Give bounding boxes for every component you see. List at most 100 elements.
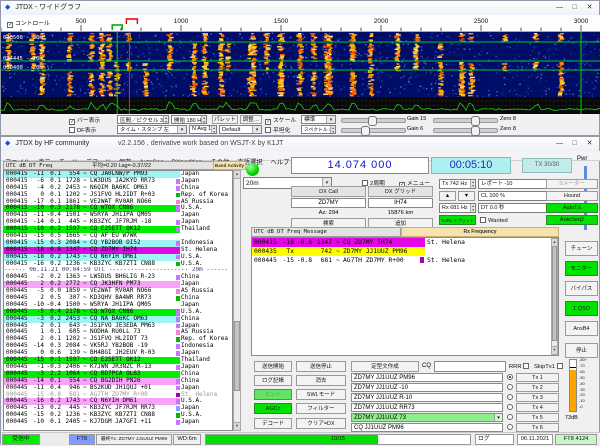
autoseq-button[interactable]: AutoSeq2 <box>546 215 598 225</box>
gain-slider-1[interactable] <box>341 118 406 123</box>
tx-button-4[interactable]: Tx 4 <box>516 403 559 412</box>
sub-button-5[interactable]: クリア=DX <box>296 418 346 429</box>
log-field[interactable]: ログ <box>475 434 514 445</box>
wanted-checkbox[interactable]: Wanted <box>480 217 508 225</box>
right-button-5[interactable]: AnsB4 <box>565 321 598 336</box>
minimize-icon[interactable]: — <box>552 1 567 14</box>
spectrum-spinner[interactable]: スペクトル 30 <box>301 125 336 134</box>
scroll-down-icon[interactable]: ▼ <box>552 346 557 354</box>
right-button-2[interactable]: モニター <box>565 261 598 276</box>
close-icon[interactable]: ✕ <box>582 137 597 150</box>
scrollbar-thumb[interactable] <box>552 246 557 341</box>
mid-button-2[interactable]: ログ記帳 <box>254 375 292 386</box>
mid-button-3[interactable]: ヒント <box>254 389 292 400</box>
navg-spinner[interactable]: N Avg 1 <box>189 125 217 134</box>
tx-radio-1[interactable] <box>507 374 513 380</box>
tx-message-5[interactable]: ▾ZD7MY JJ1UUZ 73 <box>351 413 503 422</box>
cq-freq-input[interactable] <box>434 361 506 372</box>
tx-radio-4[interactable] <box>507 404 513 410</box>
controls-checkbox[interactable]: コントロール <box>4 19 53 29</box>
tx-radio-5[interactable] <box>507 414 513 420</box>
maximize-icon[interactable]: □ <box>567 137 582 150</box>
right-button-6[interactable]: 停止 <box>565 343 598 358</box>
bar-display-checkbox[interactable]: バー表示 <box>69 117 100 125</box>
freq-up-button[interactable]: ▲ <box>439 191 456 201</box>
skiptx1-checkbox[interactable]: SkipTx1 <box>534 363 565 371</box>
adjust-button[interactable]: 調整… <box>240 115 262 124</box>
wide-graph-titlebar[interactable]: ◆ JTDX - ワイドグラフ —□✕ <box>1 1 599 16</box>
scale-checkbox[interactable]: スケール <box>265 117 296 125</box>
menu-ヘルプ[interactable]: ヘルプ <box>267 158 294 167</box>
dt-spinner[interactable]: DT 0.0 秒 <box>478 203 555 213</box>
palette-combo[interactable]: Default <box>219 125 262 134</box>
minimize-icon[interactable]: — <box>552 137 567 150</box>
sub-button-1[interactable]: 送信停止 <box>296 361 346 372</box>
spectrum-display[interactable] <box>1 97 600 114</box>
tx-button-2[interactable]: Tx 2 <box>516 383 559 392</box>
dx-grid-field[interactable]: IH74 <box>368 198 433 208</box>
right-button-4[interactable]: 1 QSO <box>565 301 598 316</box>
dial-frequency[interactable]: 14.074 000 <box>291 157 429 174</box>
tx-button-3[interactable]: Tx 3 <box>516 393 559 402</box>
tx-message-6[interactable]: CQ JJ1UUZ PM96 <box>351 423 503 432</box>
right-button-3[interactable]: バイパス <box>565 281 598 296</box>
scrollbar-thumb[interactable] <box>234 321 240 391</box>
smeter-button[interactable]: Sメーター <box>546 179 598 189</box>
tx-button-6[interactable]: Tx 6 <box>516 423 559 432</box>
hound-button[interactable]: Hound <box>546 191 598 201</box>
tx-radio-2[interactable] <box>507 384 513 390</box>
band-activity-scrollbar[interactable]: ▲ ▼ <box>233 170 241 431</box>
tx-radio-3[interactable] <box>507 394 513 400</box>
scroll-up-icon[interactable]: ▲ <box>234 171 240 179</box>
autotx-button[interactable]: AutoTX <box>546 203 598 213</box>
right-button-1[interactable]: チューン <box>565 241 598 256</box>
gain-slider-2[interactable] <box>341 128 406 133</box>
rx-freq-spinner[interactable]: Rx 681 Hz <box>439 203 476 213</box>
rx-frequency-scrollbar[interactable]: ▲ ▼ <box>551 238 558 355</box>
start-hz-spinner[interactable]: 開始 180 Hz <box>171 115 207 124</box>
sub-button-2[interactable]: 消去 <box>296 375 346 386</box>
sub-button-4[interactable]: フィルター <box>296 403 346 414</box>
tx-freq-spinner[interactable]: Tx 742 Hz <box>439 179 476 189</box>
df-display-checkbox[interactable]: DF表示 <box>69 127 96 135</box>
freq-down-button[interactable]: ▼ <box>458 191 475 201</box>
rrr-checkbox[interactable]: RRR <box>509 363 531 371</box>
mid-button-5[interactable]: デコード <box>254 418 292 429</box>
maximize-icon[interactable]: □ <box>567 1 582 14</box>
tx-message-2[interactable]: ZD7MY JJ1UUZ -10 <box>351 383 503 392</box>
tx-msg-dropdown-icon[interactable]: ▾ <box>494 414 502 421</box>
zero-slider-1[interactable] <box>433 118 498 123</box>
report-spinner[interactable]: レポート -10 <box>478 179 555 189</box>
tx-timer-button[interactable]: TX 30/30 <box>522 158 572 173</box>
flatten-checkbox[interactable]: 平坦化 <box>265 127 290 135</box>
scroll-down-icon[interactable]: ▼ <box>234 422 240 430</box>
timestamp-combo[interactable]: タイム・スタンプ 左 <box>117 125 187 134</box>
mid-button-4[interactable]: AGCc <box>254 403 292 414</box>
split-indicator[interactable]: Tx/Rx スプリット <box>439 215 476 225</box>
tx-button-1[interactable]: Tx 1 <box>516 373 559 382</box>
palette-button[interactable]: パレット <box>212 115 238 124</box>
main-titlebar[interactable]: ◆ JTDX by HF community v2.2.156 , deriva… <box>1 137 599 152</box>
tx-button-5[interactable]: Tx 5 <box>516 413 559 422</box>
tx-radio-6[interactable] <box>507 424 513 430</box>
bins-per-pixel-spinner[interactable]: 区間／ピクセル 3 <box>117 115 169 124</box>
close-icon[interactable]: ✕ <box>582 1 597 14</box>
zero-slider-2[interactable] <box>433 128 498 133</box>
cl-spinner[interactable]: CL 100 % <box>478 191 555 201</box>
sub-button-3[interactable]: SWLモード <box>296 389 346 400</box>
tx-message-1[interactable]: ZD7MY JJ1UUZ PM96 <box>351 373 503 382</box>
mid-button-1[interactable]: 送信開始 <box>254 361 292 372</box>
mode-combo[interactable]: 標準 <box>301 115 336 124</box>
dx-call-field[interactable]: ZD7MY <box>291 198 366 208</box>
generate-messages-button[interactable]: 定型文作成 <box>351 361 419 372</box>
tx-message-4[interactable]: ZD7MY JJ1UUZ RR73 <box>351 403 503 412</box>
